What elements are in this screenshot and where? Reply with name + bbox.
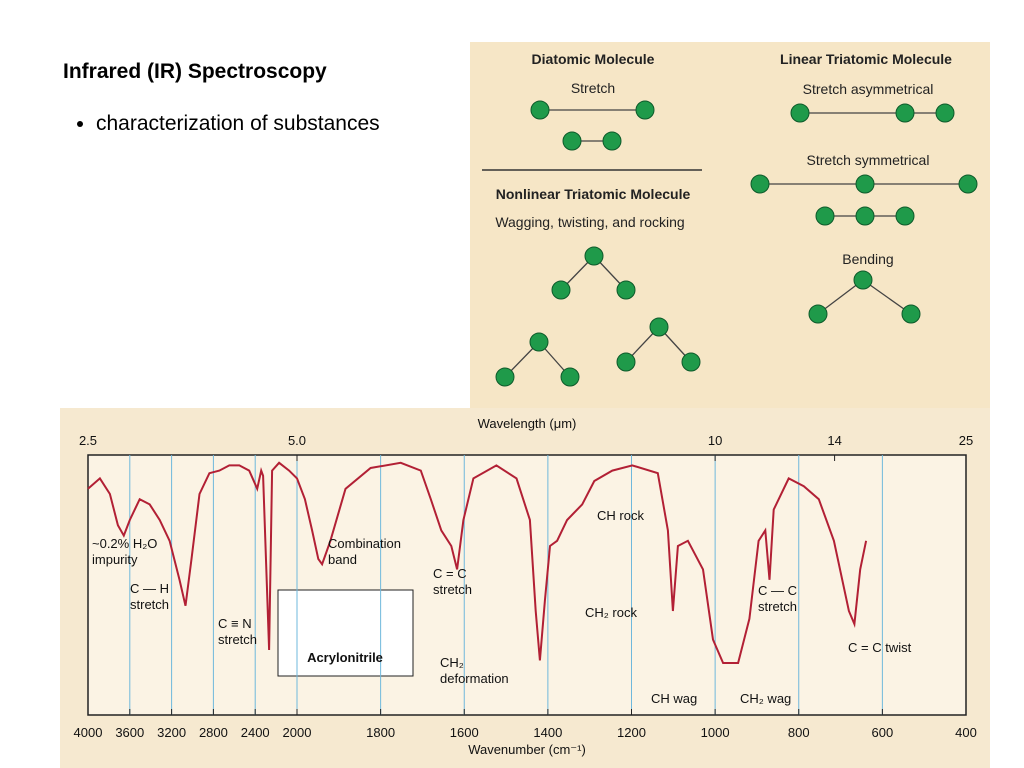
annotation: C = C bbox=[433, 566, 467, 581]
annotation: stretch bbox=[433, 582, 472, 597]
annotation: CH₂ wag bbox=[740, 691, 791, 706]
annotation: CH wag bbox=[651, 691, 697, 706]
top-axis-label: Wavelength (μm) bbox=[478, 416, 577, 431]
annotation: CH₂ bbox=[440, 655, 464, 670]
bullet-list: characterization of substances bbox=[62, 112, 380, 136]
bullet: characterization of substances bbox=[96, 112, 380, 136]
x-tick-label: 400 bbox=[955, 725, 977, 740]
annotation: C ≡ N bbox=[218, 616, 252, 631]
top-tick-label: 14 bbox=[827, 433, 841, 448]
x-tick-label: 1200 bbox=[617, 725, 646, 740]
spectrum-line bbox=[87, 461, 868, 664]
top-tick-label: 5.0 bbox=[288, 433, 306, 448]
top-tick-label: 2.5 bbox=[79, 433, 97, 448]
x-tick-label: 2400 bbox=[241, 725, 270, 740]
annotation: Acrylonitrile bbox=[307, 650, 383, 665]
x-tick-label: 1800 bbox=[366, 725, 395, 740]
top-tick-label: 25 bbox=[959, 433, 973, 448]
annotation: impurity bbox=[92, 552, 138, 567]
annotation: band bbox=[328, 552, 357, 567]
x-axis-label: Wavenumber (cm⁻¹) bbox=[468, 742, 586, 757]
slide-title: Infrared (IR) Spectroscopy bbox=[63, 60, 327, 83]
annotation: stretch bbox=[758, 599, 797, 614]
x-tick-label: 3600 bbox=[115, 725, 144, 740]
x-tick-label: 2000 bbox=[283, 725, 312, 740]
x-tick-label: 1400 bbox=[533, 725, 562, 740]
annotation: CH rock bbox=[597, 508, 644, 523]
annotation: C = C twist bbox=[848, 640, 912, 655]
annotation: Combination bbox=[328, 536, 401, 551]
annotation: stretch bbox=[218, 632, 257, 647]
molecule-box bbox=[277, 589, 414, 677]
x-tick-label: 4000 bbox=[74, 725, 103, 740]
x-tick-label: 800 bbox=[788, 725, 810, 740]
annotation: CH₂ rock bbox=[585, 605, 637, 620]
annotation: stretch bbox=[130, 597, 169, 612]
x-tick-label: 3200 bbox=[157, 725, 186, 740]
x-tick-label: 1000 bbox=[701, 725, 730, 740]
x-tick-label: 600 bbox=[872, 725, 894, 740]
annotation: C — C bbox=[758, 583, 797, 598]
annotation: deformation bbox=[440, 671, 509, 686]
annotation: ~0.2% H₂O bbox=[92, 536, 157, 551]
plot-frame bbox=[87, 454, 967, 716]
x-tick-label: 1600 bbox=[450, 725, 479, 740]
x-tick-label: 2800 bbox=[199, 725, 228, 740]
annotation: C — H bbox=[130, 581, 169, 596]
top-tick-label: 10 bbox=[708, 433, 722, 448]
